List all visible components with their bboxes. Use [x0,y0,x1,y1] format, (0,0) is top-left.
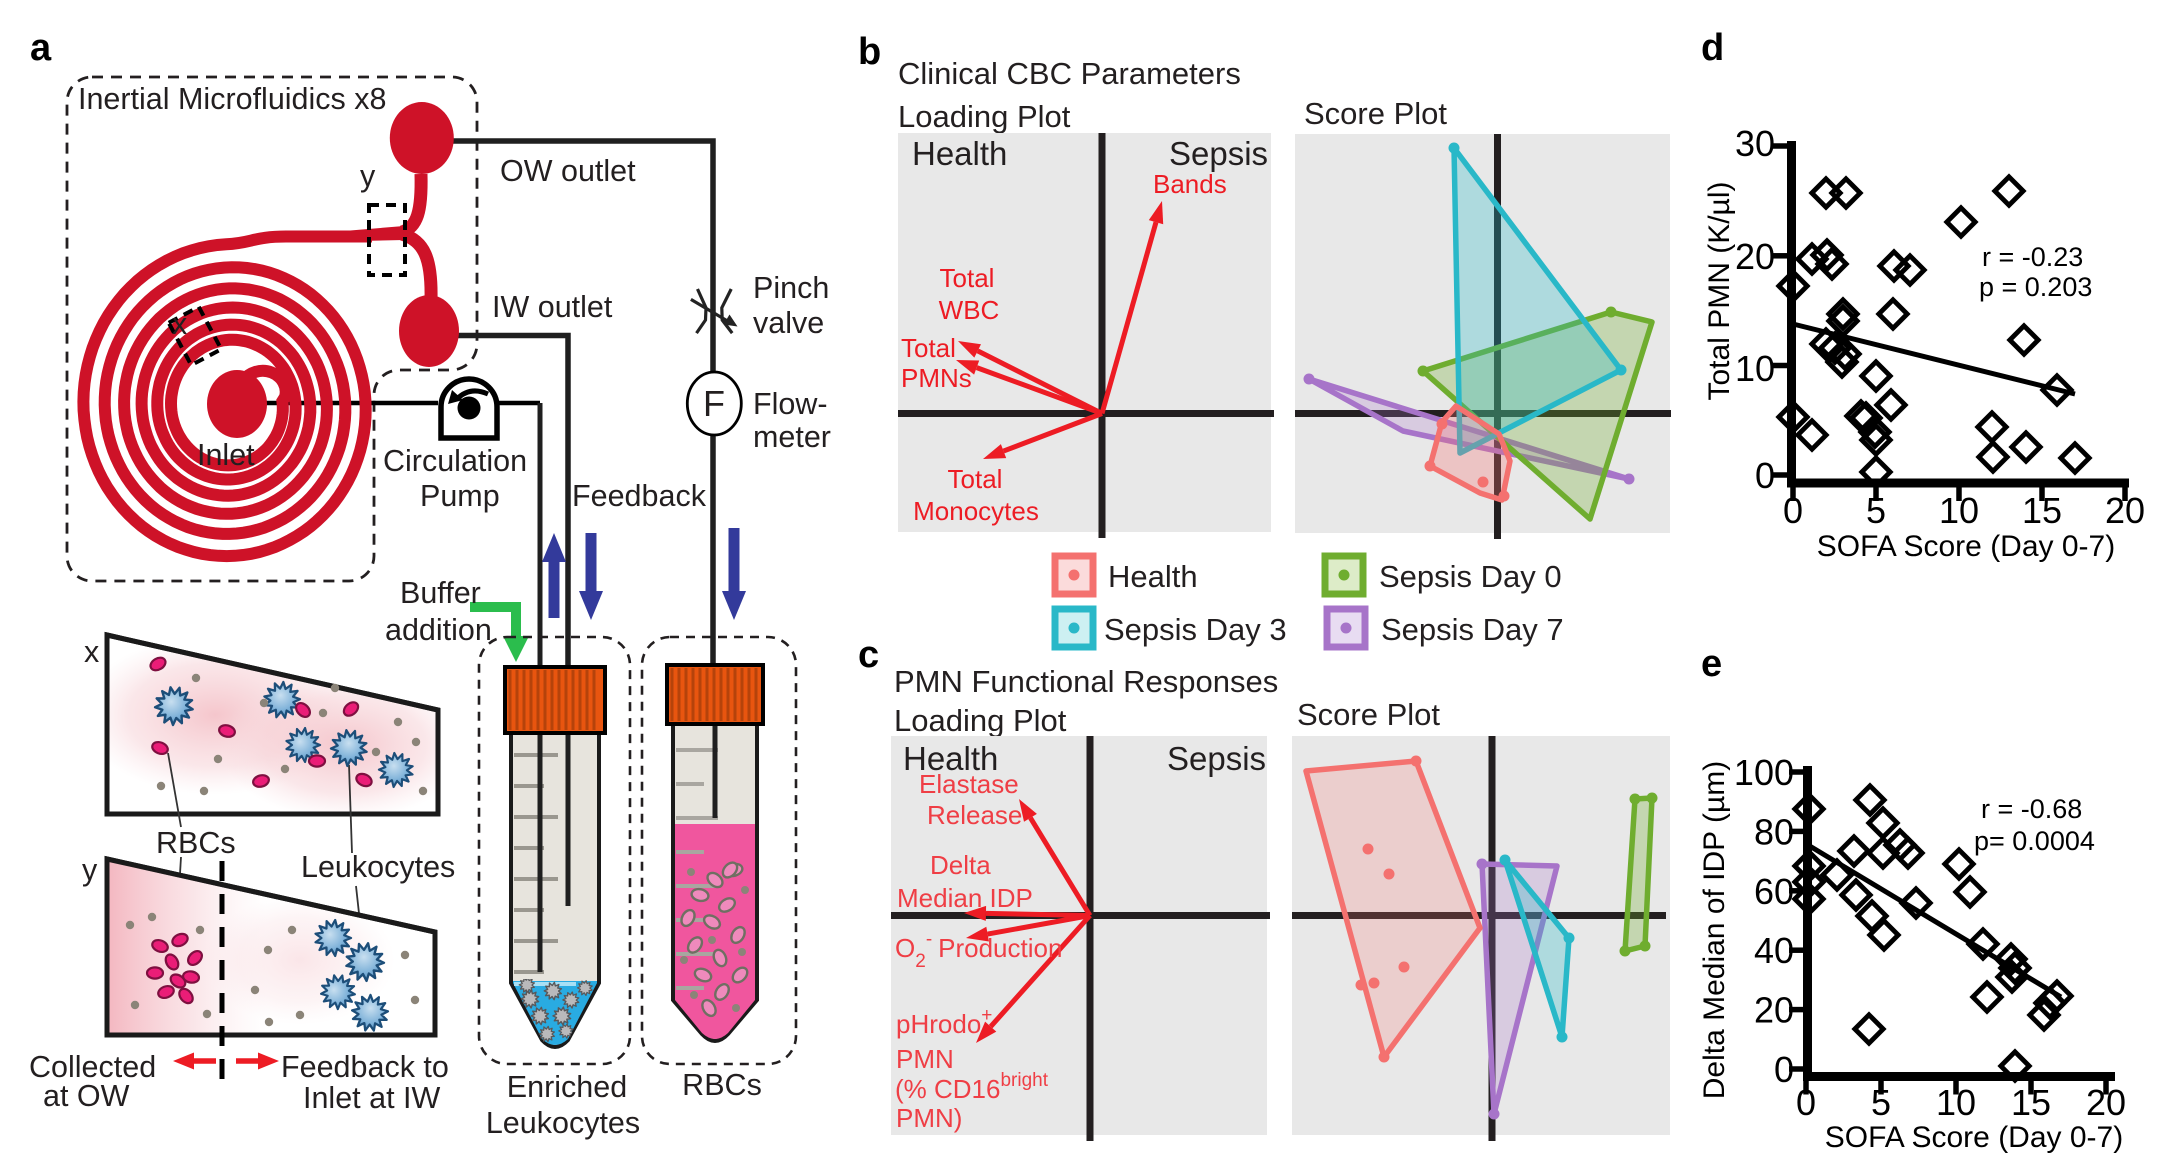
svg-text:Circulation: Circulation [383,444,527,478]
svg-text:Inlet at IW: Inlet at IW [303,1081,441,1115]
svg-text:Pinch: Pinch [753,271,829,305]
svg-text:Feedback: Feedback [572,479,707,513]
svg-text:OW outlet: OW outlet [500,154,636,188]
svg-text:Total: Total [901,333,956,363]
svg-text:Sepsis Day 7: Sepsis Day 7 [1381,612,1564,647]
svg-text:Sepsis: Sepsis [1169,135,1268,172]
svg-text:Sepsis Day 0: Sepsis Day 0 [1379,559,1562,594]
svg-text:y: y [82,853,98,887]
svg-text:Elastase: Elastase [919,769,1019,799]
svg-text:30: 30 [1735,123,1775,164]
svg-text:meter: meter [753,420,831,454]
svg-text:RBCs: RBCs [682,1068,762,1102]
svg-text:0: 0 [1755,455,1775,496]
svg-text:0: 0 [1774,1049,1794,1090]
svg-text:r = -0.68: r = -0.68 [1981,794,2082,824]
svg-text:5: 5 [1866,490,1886,531]
svg-text:Leukocytes: Leukocytes [301,850,455,884]
svg-text:Loading Plot: Loading Plot [898,99,1071,134]
svg-text:60: 60 [1754,871,1794,912]
svg-text:valve: valve [753,306,824,340]
svg-text:PMN Functional Responses: PMN Functional Responses [894,664,1278,699]
svg-text:x: x [172,307,187,341]
svg-text:SOFA Score (Day 0-7): SOFA Score (Day 0-7) [1817,530,2115,563]
svg-text:c: c [858,634,879,676]
svg-text:Total: Total [940,263,995,293]
svg-text:x: x [84,635,99,669]
svg-text:Median IDP: Median IDP [897,883,1033,913]
svg-text:Collected: Collected [29,1050,156,1084]
svg-text:PMNs: PMNs [901,363,972,393]
svg-text:r = -0.23: r = -0.23 [1982,242,2083,272]
svg-text:10: 10 [1936,1082,1976,1123]
svg-text:Inertial Microfluidics x8: Inertial Microfluidics x8 [78,82,387,116]
svg-text:15: 15 [2011,1082,2051,1123]
svg-text:80: 80 [1754,811,1794,852]
svg-text:Delta Median of IDP (µm): Delta Median of IDP (µm) [1698,761,1731,1100]
svg-text:b: b [858,31,881,73]
svg-text:20: 20 [1735,236,1775,277]
svg-text:15: 15 [2022,490,2062,531]
svg-text:pHrodo+: pHrodo+ [896,1005,992,1039]
svg-text:RBCs: RBCs [156,826,236,860]
svg-text:addition: addition [385,613,492,647]
svg-text:Feedback to: Feedback to [281,1050,449,1084]
svg-text:Clinical CBC Parameters: Clinical CBC Parameters [898,56,1241,91]
svg-text:IW outlet: IW outlet [492,290,613,324]
svg-text:Score Plot: Score Plot [1297,697,1440,732]
svg-text:Sepsis: Sepsis [1167,740,1266,777]
svg-text:5: 5 [1871,1082,1891,1123]
svg-text:at OW: at OW [43,1079,130,1113]
svg-text:0: 0 [1783,490,1803,531]
svg-text:Release: Release [927,800,1022,830]
svg-text:PMN): PMN) [896,1103,962,1133]
svg-text:e: e [1701,643,1722,685]
svg-text:p = 0.203: p = 0.203 [1979,272,2092,302]
svg-text:Inlet: Inlet [197,438,255,472]
svg-text:10: 10 [1735,348,1775,389]
svg-text:Monocytes: Monocytes [913,496,1039,526]
svg-text:p= 0.0004: p= 0.0004 [1974,826,2095,856]
svg-text:Enriched: Enriched [507,1070,627,1104]
svg-text:Score Plot: Score Plot [1304,96,1447,131]
svg-text:SOFA Score (Day 0-7): SOFA Score (Day 0-7) [1825,1121,2123,1154]
svg-text:Bands: Bands [1153,169,1227,199]
svg-text:Delta: Delta [930,850,991,880]
svg-text:100: 100 [1734,752,1794,793]
svg-text:Health: Health [903,740,998,777]
svg-text:y: y [360,159,376,193]
svg-text:Total: Total [948,464,1003,494]
svg-text:Health: Health [1108,559,1198,594]
svg-text:20: 20 [1754,990,1794,1031]
svg-text:Loading Plot: Loading Plot [894,703,1067,738]
svg-text:F: F [703,383,725,424]
svg-text:0: 0 [1796,1082,1816,1123]
svg-text:Pump: Pump [420,479,500,513]
svg-text:40: 40 [1754,930,1794,971]
svg-text:WBC: WBC [939,295,1000,325]
svg-text:10: 10 [1939,490,1979,531]
svg-text:Total PMN (K/µl): Total PMN (K/µl) [1703,182,1736,401]
svg-text:Buffer: Buffer [400,576,481,610]
svg-text:20: 20 [2086,1082,2126,1123]
svg-text:a: a [30,27,52,69]
svg-text:Leukocytes: Leukocytes [486,1106,640,1140]
svg-text:Sepsis Day 3: Sepsis Day 3 [1104,612,1287,647]
svg-text:20: 20 [2105,490,2145,531]
svg-text:Health: Health [912,135,1007,172]
svg-text:PMN: PMN [896,1044,954,1074]
svg-text:Flow-: Flow- [753,387,828,421]
svg-text:d: d [1701,27,1724,69]
